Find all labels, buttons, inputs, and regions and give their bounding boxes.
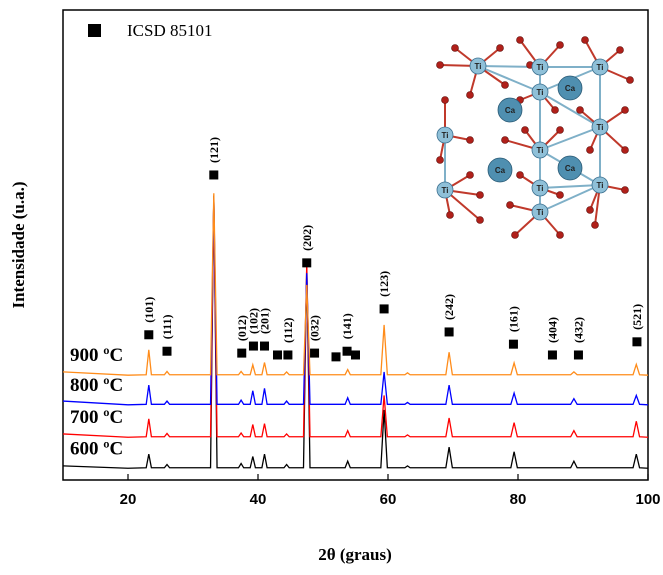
series-label: 700 ºC [70,407,123,428]
hkl-label: (404) [545,317,559,343]
atom-label: Ti [597,181,604,190]
oxygen-atom [452,45,459,52]
hkl-label: (521) [630,304,644,330]
reference-marker [273,350,282,359]
oxygen-atom [622,187,629,194]
hkl-label: (432) [571,317,585,343]
oxygen-atom [522,127,529,134]
oxygen-atom [517,37,524,44]
bond [540,185,600,188]
oxygen-atom [507,202,514,209]
atom-label: Ti [597,123,604,132]
atom-label: Ti [537,146,544,155]
hkl-label: (101) [142,297,156,323]
oxygen-atom [497,45,504,52]
reference-marker [249,342,258,351]
oxygen-atom [587,147,594,154]
oxygen-atom [502,137,509,144]
legend-marker [88,24,101,37]
reference-marker [283,350,292,359]
reference-marker [302,258,311,267]
xrd-line [63,193,648,375]
oxygen-atom [592,222,599,229]
reference-marker [574,350,583,359]
reference-marker [144,330,153,339]
oxygen-atom [502,82,509,89]
hkl-label: (242) [442,294,456,320]
x-tick-label: 80 [510,491,527,508]
reference-marker [209,170,218,179]
hkl-label: (111) [160,315,174,340]
oxygen-atom [467,172,474,179]
oxygen-atom [627,77,634,84]
oxygen-atom [582,37,589,44]
oxygen-atom [577,107,584,114]
reference-marker [351,350,360,359]
y-axis-label: Intensidade (u.a.) [9,181,28,308]
oxygen-atom [552,107,559,114]
reference-marker [509,340,518,349]
atom-label: Ti [537,208,544,217]
oxygen-atom [622,107,629,114]
reference-marker [260,342,269,351]
atom-label: Ti [597,63,604,72]
oxygen-atom [557,232,564,239]
oxygen-atom [587,207,594,214]
series-label: 900 ºC [70,345,123,366]
oxygen-atom [447,212,454,219]
hkl-label: (121) [207,137,221,163]
atom-label: Ti [475,62,482,71]
atom-label: Ti [442,131,449,140]
x-tick-label: 100 [635,491,660,508]
reference-marker [163,347,172,356]
atom-label: Ca [505,106,516,115]
atom-label: Ti [442,186,449,195]
oxygen-atom [477,217,484,224]
oxygen-atom [557,42,564,49]
hkl-label: (141) [340,313,354,339]
oxygen-atom [512,232,519,239]
atom-label: Ti [537,63,544,72]
oxygen-atom [467,137,474,144]
reference-marker [310,349,319,358]
reference-marker [548,350,557,359]
oxygen-atom [437,62,444,69]
atom-label: Ca [495,166,506,175]
reference-marker [380,304,389,313]
oxygen-atom [557,192,564,199]
x-axis-label: 2θ (graus) [318,545,392,564]
x-tick-label: 20 [120,491,137,508]
reference-marker [445,327,454,336]
hkl-label: (032) [308,315,322,341]
bond [478,66,540,92]
series-label: 600 ºC [70,438,123,459]
x-tick-label: 40 [250,491,267,508]
oxygen-atom [477,192,484,199]
legend-label: ICSD 85101 [127,21,212,40]
hkl-label: (202) [300,225,314,251]
chart: 2θ (graus) Intensidade (u.a.) TiTiTiTiTi… [0,0,663,570]
series-label: 800 ºC [70,375,123,396]
reference-marker [343,347,352,356]
oxygen-atom [437,157,444,164]
hkl-label: (112) [281,318,295,343]
reference-marker [332,352,341,361]
atom-label: Ti [537,184,544,193]
crystal-inset: Ti Ti Ti Ti Ti Ti Ti Ti Ti Ti Ti Ca Ca Ca Ca [437,37,634,239]
hkl-label: (123) [377,271,391,297]
oxygen-atom [517,172,524,179]
reference-marker [632,337,641,346]
oxygen-atom [557,127,564,134]
atom-label: Ca [565,164,576,173]
oxygen-atom [617,47,624,54]
x-tick-label: 60 [380,491,397,508]
oxygen-atom [622,147,629,154]
reference-marker [237,349,246,358]
atom-label: Ca [565,84,576,93]
oxygen-atom [442,97,449,104]
atom-label: Ti [537,88,544,97]
hkl-label: (161) [506,306,520,332]
hkl-label: (201) [258,308,272,334]
oxygen-atom [467,92,474,99]
